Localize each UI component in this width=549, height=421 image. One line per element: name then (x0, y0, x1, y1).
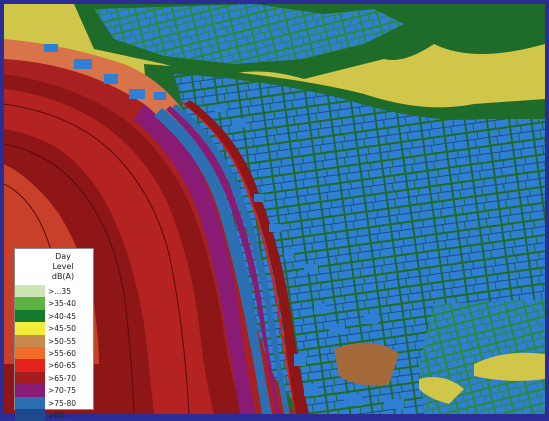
legend-rows: >...35 >35-40 >40-45 >45-50 >50-55 >55-60 >60-… (15, 285, 93, 421)
legend-title: Day Level dB(A) (45, 252, 81, 282)
legend-label: >40-45 (48, 311, 77, 321)
legend-item: >45-50 (15, 322, 93, 335)
legend-swatch (15, 396, 45, 409)
legend-item: >35-40 (15, 297, 93, 310)
legend-item: >40-45 (15, 309, 93, 323)
legend-label: >...35 (48, 287, 71, 296)
legend-label: >60-65 (48, 361, 77, 371)
zone-road-side (184, 100, 309, 414)
legend-item: >65-70 (15, 371, 93, 385)
legend-swatch (15, 297, 45, 310)
legend-swatch (15, 334, 45, 347)
road-centerline (181, 101, 297, 414)
zone-inner-red (4, 89, 214, 414)
legend-item: >80-.. (15, 408, 93, 421)
legend-item: >70-75 (15, 384, 93, 397)
yellow-patch-south (419, 376, 464, 404)
legend: Day Level dB(A) >...35 >35-40 >40-45 >45-50… (14, 248, 94, 421)
zone-75-80 (154, 108, 272, 414)
legend-swatch (15, 346, 45, 360)
contour-1 (4, 103, 190, 414)
legend-swatch (15, 309, 45, 323)
legend-label: >65-70 (48, 373, 77, 383)
contour-2 (4, 143, 135, 414)
legend-swatch (15, 384, 45, 397)
noise-map[interactable] (4, 4, 545, 414)
legend-item: >55-60 (15, 346, 93, 360)
legend-item: >75-80 (15, 396, 93, 409)
legend-swatch (15, 285, 45, 298)
legend-item: >50-55 (15, 334, 93, 347)
legend-swatch (15, 371, 45, 385)
legend-item: >...35 (15, 285, 93, 298)
legend-item: >60-65 (15, 359, 93, 372)
noise-map-graphic (4, 4, 545, 414)
legend-label: >55-60 (48, 348, 77, 358)
legend-label: >35-40 (48, 299, 77, 309)
yellow-patch-southeast (474, 352, 545, 381)
legend-title-line3: dB(A) (51, 272, 75, 281)
legend-label: >70-75 (48, 386, 77, 396)
legend-label: >80-.. (48, 410, 72, 420)
legend-swatch (15, 359, 45, 372)
brown-patch (334, 342, 399, 386)
legend-label: >75-80 (48, 398, 77, 408)
legend-label: >45-50 (48, 324, 77, 334)
legend-title-line2: Level (52, 262, 74, 271)
zone-70-75 (134, 104, 256, 414)
buildings-north (94, 4, 404, 64)
legend-label: >50-55 (48, 336, 77, 346)
legend-swatch (15, 322, 45, 335)
legend-swatch (15, 408, 45, 421)
legend-title-line1: Day (55, 252, 71, 261)
